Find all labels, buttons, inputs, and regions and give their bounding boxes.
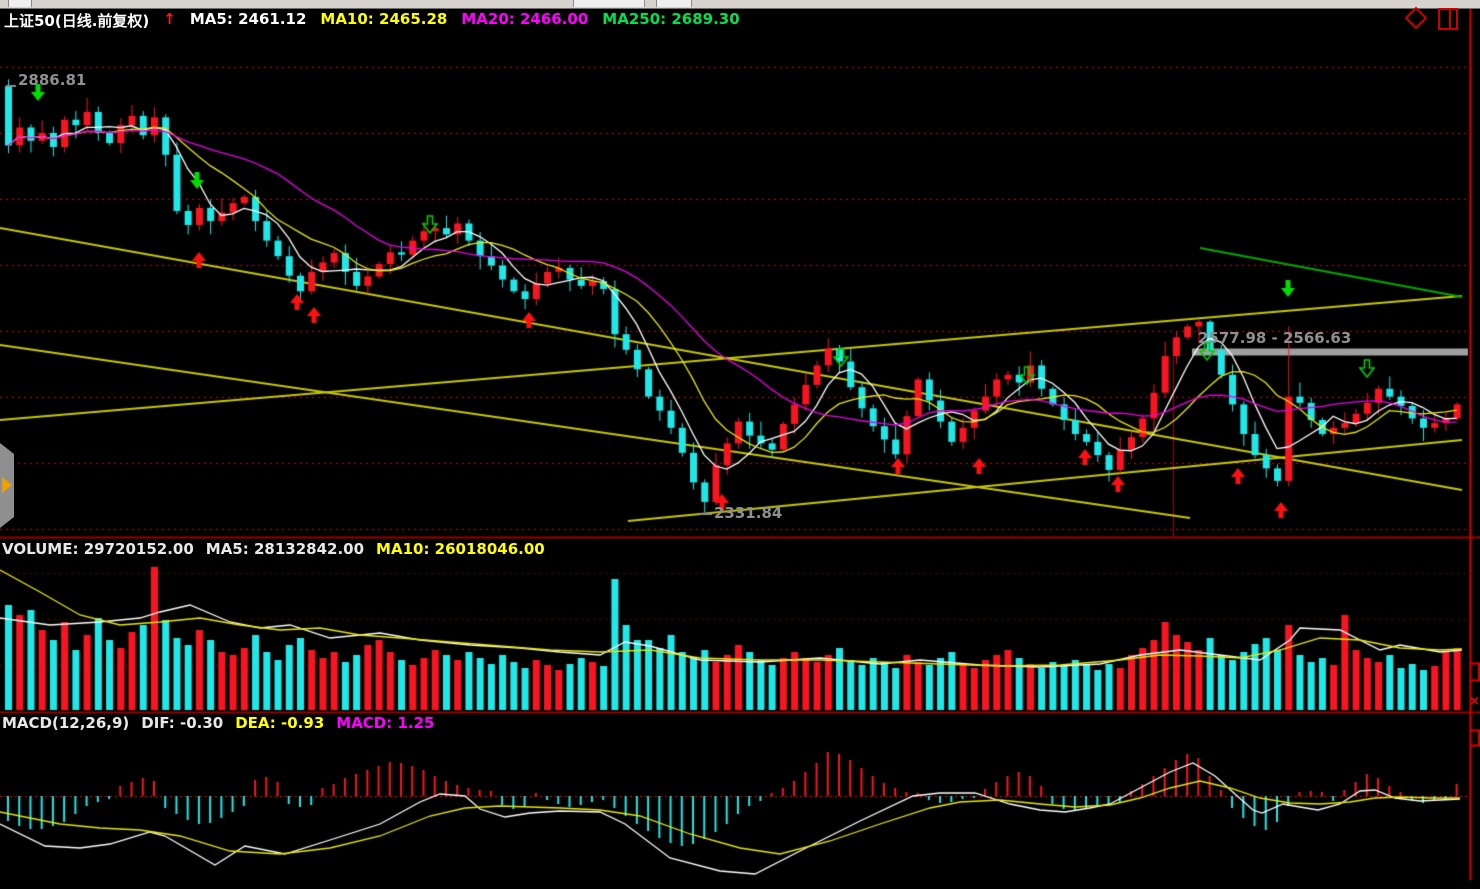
dif-value: DIF: -0.30 (141, 714, 224, 732)
macd-header: MACD(12,26,9) DIF: -0.30 DEA: -0.93 MACD… (2, 714, 435, 732)
pane-close-icon[interactable]: × (1469, 694, 1480, 709)
swing-range-label: 2577.98 - 2566.63 (1198, 329, 1352, 347)
ma20-value: MA20: 2466.00 (461, 10, 589, 28)
ma5-value: MA5: 2461.12 (189, 10, 307, 28)
volume-ma10-value: MA10: 26018046.00 (376, 540, 545, 558)
volume-ma5-value: MA5: 28132842.00 (205, 540, 365, 558)
macd-value: MACD: 1.25 (336, 714, 435, 732)
toolbar-segment (656, 0, 692, 7)
ma250-value: MA250: 2689.30 (602, 10, 740, 28)
ma10-value: MA10: 2465.28 (320, 10, 448, 28)
chart-header: 上证50(日线.前复权) ↑ MA5: 2461.12 MA10: 2465.2… (4, 10, 740, 31)
macd-name: MACD(12,26,9) (2, 714, 130, 732)
toolbar-segment (573, 0, 645, 7)
volume-value: VOLUME: 29720152.00 (2, 540, 194, 558)
instrument-title: 上证50(日线.前复权) (4, 12, 150, 30)
up-arrow-icon: ↑ (163, 10, 176, 28)
volume-header: VOLUME: 29720152.00 MA5: 28132842.00 MA1… (2, 540, 545, 558)
toolbar-bottom-strip (0, 0, 1480, 9)
panel-expand-handle[interactable] (0, 443, 14, 528)
marked-low-label: 2331.84 (714, 504, 783, 522)
expand-arrow-icon (2, 477, 12, 493)
split-window-icon[interactable] (1438, 8, 1458, 30)
marked-high-label: 2886.81 (18, 71, 87, 89)
toolbar-segment (8, 0, 32, 7)
dea-value: DEA: -0.93 (235, 714, 325, 732)
